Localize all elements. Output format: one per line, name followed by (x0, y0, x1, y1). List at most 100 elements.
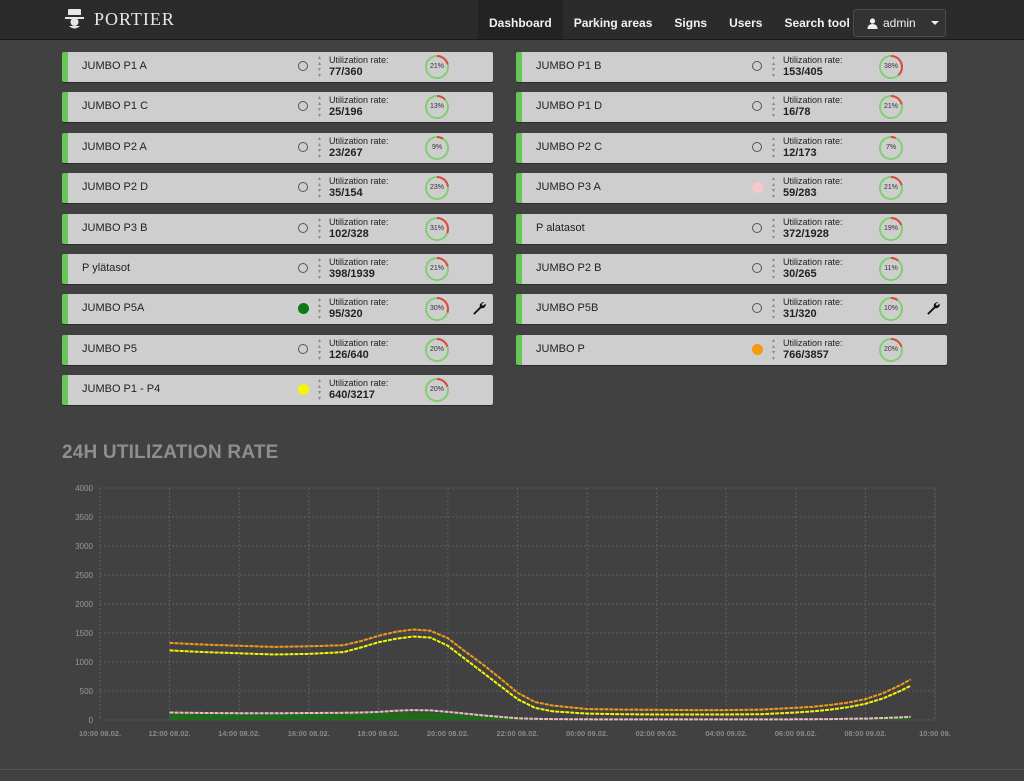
nav-dashboard[interactable]: Dashboard (478, 0, 563, 39)
utilization-value: 398/1939 (329, 268, 375, 280)
parking-area-card[interactable]: JUMBO P3 B ▴ ▴ ▾ ▾ Utilization rate: 102/328 31… (62, 214, 493, 244)
x-tick-label: 10:00 08.02. (79, 729, 121, 738)
parking-area-card[interactable]: P alatasot ▴ ▴ ▾ ▾ Utilization rate: 372/1928 1… (516, 214, 947, 244)
utilization-percent: 11% (884, 265, 898, 272)
status-indicator-icon (752, 344, 763, 355)
nav-signs[interactable]: Signs (674, 16, 708, 30)
sort-arrows-icon: ▴ ▴ ▾ ▾ (318, 217, 322, 241)
utilization-gauge: 9% (424, 135, 450, 161)
utilization-percent: 31% (429, 225, 444, 232)
sort-arrows-icon: ▴ ▴ ▾ ▾ (318, 55, 322, 79)
nav-users[interactable]: Users (729, 16, 763, 30)
utilization-percent: 13% (429, 103, 444, 110)
parking-area-name: JUMBO P3 B (82, 222, 148, 234)
utilization-percent: 10% (883, 305, 898, 312)
parking-area-card[interactable]: JUMBO P5 ▴ ▴ ▾ ▾ Utilization rate: 126/640 20% (62, 335, 493, 365)
utilization-value: 640/3217 (329, 389, 375, 401)
parking-area-name: JUMBO P2 C (536, 141, 603, 153)
parking-area-card[interactable]: JUMBO P1 B ▴ ▴ ▾ ▾ Utilization rate: 153/405 38… (516, 52, 947, 82)
utilization-value: 77/360 (329, 66, 363, 78)
wrench-icon[interactable] (472, 301, 486, 320)
sort-arrows-icon: ▴ ▴ ▾ ▾ (772, 297, 776, 321)
utilization-gauge: 20% (424, 337, 450, 363)
status-indicator-icon (752, 263, 762, 273)
nav-search-tool[interactable]: Search tool (784, 16, 850, 30)
sort-arrows-icon: ▴ ▴ ▾ ▾ (772, 95, 776, 119)
parking-area-card[interactable]: JUMBO P2 D ▴ ▴ ▾ ▾ Utilization rate: 35/154 23% (62, 173, 493, 203)
parking-area-card[interactable]: JUMBO P5B ▴ ▴ ▾ ▾ Utilization rate: 31/320 10% (516, 294, 947, 324)
parking-area-name: JUMBO P2 D (82, 181, 149, 193)
y-tick-label: 1500 (75, 629, 93, 638)
parking-area-card[interactable]: JUMBO P5A ▴ ▴ ▾ ▾ Utilization rate: 95/320 30% (62, 294, 493, 324)
footer-divider (0, 769, 1024, 770)
parking-area-name: JUMBO P2 A (82, 141, 147, 153)
utilization-label: Utilization rate: (329, 297, 389, 307)
x-tick-label: 02:00 09.02. (636, 729, 678, 738)
utilization-percent: 30% (429, 305, 444, 312)
chart-title: 24H UTILIZATION RATE (62, 442, 279, 463)
parking-area-name: JUMBO P5 (82, 343, 138, 355)
utilization-value: 25/196 (329, 106, 363, 118)
parking-area-card[interactable]: JUMBO P ▴ ▴ ▾ ▾ Utilization rate: 766/3857 20% (516, 335, 947, 365)
parking-area-card[interactable]: P ylätasot ▴ ▴ ▾ ▾ Utilization rate: 398/1939 2… (62, 254, 493, 284)
utilization-value: 30/265 (783, 268, 817, 280)
x-tick-label: 10:00 09. (919, 729, 951, 738)
utilization-label: Utilization rate: (783, 257, 843, 267)
nav-parking-areas[interactable]: Parking areas (573, 16, 653, 30)
utilization-percent: 23% (429, 184, 444, 191)
sort-arrows-icon: ▴ ▴ ▾ ▾ (318, 176, 322, 200)
status-indicator-icon (298, 223, 308, 233)
parking-area-card[interactable]: JUMBO P1 C ▴ ▴ ▾ ▾ Utilization rate: 25/196 13% (62, 92, 493, 122)
utilization-percent: 7% (885, 144, 897, 151)
utilization-value: 12/173 (783, 147, 817, 159)
utilization-percent: 20% (429, 346, 444, 353)
status-indicator-icon (298, 182, 308, 192)
utilization-label: Utilization rate: (783, 217, 843, 227)
utilization-gauge: 13% (424, 94, 450, 120)
utilization-gauge: 10% (878, 296, 904, 322)
utilization-value: 126/640 (329, 349, 369, 361)
status-indicator-icon (298, 101, 308, 111)
parking-area-card[interactable]: JUMBO P1 D ▴ ▴ ▾ ▾ Utilization rate: 16/78 21% (516, 92, 947, 122)
parking-area-card[interactable]: JUMBO P2 A ▴ ▴ ▾ ▾ Utilization rate: 23/267 9% (62, 133, 493, 163)
status-indicator-icon (298, 263, 308, 273)
status-indicator-icon (752, 142, 762, 152)
utilization-label: Utilization rate: (783, 297, 843, 307)
utilization-label: Utilization rate: (329, 55, 389, 65)
parking-area-name: JUMBO P5A (82, 302, 145, 314)
y-tick-label: 500 (80, 687, 94, 696)
wrench-icon[interactable] (926, 301, 940, 320)
x-tick-label: 18:00 08.02. (357, 729, 399, 738)
x-tick-label: 16:00 08.02. (288, 729, 330, 738)
x-tick-label: 20:00 08.02. (427, 729, 469, 738)
utilization-label: Utilization rate: (783, 136, 843, 146)
utilization-gauge: 38% (878, 54, 904, 80)
parking-area-card[interactable]: JUMBO P1 - P4 ▴ ▴ ▾ ▾ Utilization rate: 640/32… (62, 375, 493, 405)
parking-area-name: JUMBO P5B (536, 302, 599, 314)
parking-area-card[interactable]: JUMBO P2 C ▴ ▴ ▾ ▾ Utilization rate: 12/173 7% (516, 133, 947, 163)
utilization-value: 23/267 (329, 147, 363, 159)
sort-arrows-icon: ▴ ▴ ▾ ▾ (318, 378, 322, 402)
sort-arrows-icon: ▴ ▴ ▾ ▾ (318, 338, 322, 362)
utilization-gauge: 20% (878, 337, 904, 363)
utilization-gauge: 21% (424, 54, 450, 80)
utilization-label: Utilization rate: (329, 338, 389, 348)
parking-area-card[interactable]: JUMBO P2 B ▴ ▴ ▾ ▾ Utilization rate: 30/265 11% (516, 254, 947, 284)
user-menu-button[interactable]: admin (853, 9, 946, 37)
parking-area-card[interactable]: JUMBO P3 A ▴ ▴ ▾ ▾ Utilization rate: 59/283 21% (516, 173, 947, 203)
y-tick-label: 3000 (75, 542, 93, 551)
utilization-percent: 20% (883, 346, 898, 353)
brand-logo[interactable]: PORTIER (62, 5, 175, 33)
sort-arrows-icon: ▴ ▴ ▾ ▾ (772, 176, 776, 200)
status-indicator-icon (298, 61, 308, 71)
utilization-value: 372/1928 (783, 228, 829, 240)
parking-area-name: JUMBO P2 B (536, 262, 602, 274)
status-indicator-icon (298, 344, 308, 354)
utilization-gauge: 21% (878, 94, 904, 120)
brand-name: PORTIER (94, 8, 175, 29)
parking-area-card[interactable]: JUMBO P1 A ▴ ▴ ▾ ▾ Utilization rate: 77/360 21% (62, 52, 493, 82)
y-tick-label: 1000 (75, 658, 93, 667)
sort-arrows-icon: ▴ ▴ ▾ ▾ (772, 55, 776, 79)
status-indicator-icon (752, 182, 763, 193)
utilization-label: Utilization rate: (783, 95, 843, 105)
